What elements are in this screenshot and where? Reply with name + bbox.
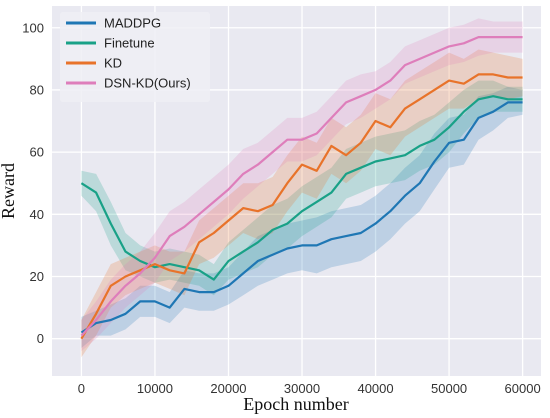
x-tick-label: 30000 — [284, 381, 320, 396]
y-tick-labels: 0 20 40 60 80 100 — [22, 20, 44, 346]
band-maddpg — [81, 86, 523, 349]
band-finetune — [81, 80, 523, 296]
line-finetune — [80, 95, 523, 281]
x-tick-label: 40000 — [357, 381, 393, 396]
x-tick-label: 20000 — [210, 381, 246, 396]
y-tick-label: 0 — [37, 331, 44, 346]
y-tick-label: 60 — [30, 145, 44, 160]
y-tick-label: 80 — [30, 82, 44, 97]
line-dsn-kd-ours — [80, 36, 523, 337]
legend-label-finetune: Finetune — [104, 36, 155, 51]
legend-label-maddpg: MADDPG — [104, 16, 161, 31]
x-tick-label: 0 — [78, 381, 85, 396]
y-tick-label: 40 — [30, 207, 44, 222]
grid-lines — [52, 6, 541, 376]
band-kd — [81, 49, 523, 358]
legend-label-dsn-kd-ours: DSN-KD(Ours) — [104, 76, 191, 91]
y-tick-label: 20 — [30, 269, 44, 284]
legend: MADDPG Finetune KD DSN-KD(Ours) — [60, 12, 210, 102]
line-maddpg — [80, 101, 523, 334]
y-tick-label: 100 — [22, 20, 44, 35]
legend-box — [60, 12, 210, 102]
x-tick-label: 10000 — [137, 381, 173, 396]
legend-label-kd: KD — [104, 56, 122, 71]
x-tick-label: 60000 — [505, 381, 541, 396]
series-lines — [80, 36, 523, 340]
x-axis-label: Epoch number — [243, 394, 348, 414]
y-axis-label: Reward — [0, 163, 18, 219]
x-tick-label: 50000 — [431, 381, 467, 396]
line-kd — [80, 73, 523, 340]
x-tick-labels: 0 10000 20000 30000 40000 50000 60000 — [78, 381, 541, 396]
band-dsn-kd-ours — [81, 18, 523, 352]
confidence-bands — [81, 18, 523, 358]
